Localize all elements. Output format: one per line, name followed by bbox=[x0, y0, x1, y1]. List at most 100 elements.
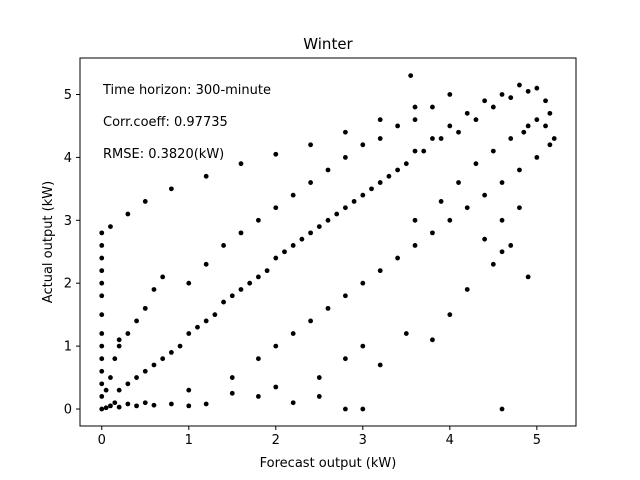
data-point bbox=[551, 136, 557, 141]
x-tick-label: 5 bbox=[533, 433, 541, 448]
data-point bbox=[447, 217, 453, 223]
data-point bbox=[430, 230, 435, 236]
data-points bbox=[99, 73, 557, 412]
data-point bbox=[125, 381, 131, 387]
data-point bbox=[525, 274, 531, 280]
data-point bbox=[99, 293, 105, 299]
data-point bbox=[212, 312, 218, 318]
data-point bbox=[308, 180, 313, 185]
data-point bbox=[334, 211, 340, 217]
data-point bbox=[517, 82, 522, 88]
data-point bbox=[221, 299, 226, 305]
data-point bbox=[464, 110, 470, 116]
data-point bbox=[316, 224, 322, 229]
data-point bbox=[316, 375, 322, 380]
data-point bbox=[464, 205, 470, 211]
x-axis-ticks: 0 1 2 3 4 5 bbox=[98, 426, 541, 448]
y-tick-label: 2 bbox=[64, 277, 72, 292]
data-point bbox=[186, 403, 192, 409]
data-point bbox=[343, 293, 348, 299]
data-point bbox=[238, 161, 244, 167]
data-point bbox=[447, 92, 453, 97]
data-point bbox=[229, 293, 235, 299]
data-point bbox=[229, 390, 235, 396]
data-point bbox=[499, 406, 505, 412]
data-point bbox=[308, 230, 313, 236]
data-point bbox=[490, 148, 496, 154]
data-point bbox=[290, 331, 296, 336]
data-point bbox=[99, 406, 105, 412]
data-point bbox=[377, 117, 383, 123]
data-point bbox=[547, 142, 553, 148]
data-point bbox=[203, 261, 209, 267]
data-point bbox=[151, 402, 157, 408]
data-point bbox=[490, 104, 496, 110]
data-point bbox=[134, 403, 139, 409]
data-point bbox=[395, 167, 401, 173]
data-point bbox=[456, 180, 461, 185]
data-point bbox=[343, 406, 348, 412]
data-point bbox=[482, 236, 488, 242]
data-point bbox=[534, 117, 540, 123]
data-point bbox=[377, 362, 383, 368]
data-point bbox=[273, 255, 279, 261]
data-point bbox=[421, 148, 427, 154]
data-point bbox=[377, 268, 383, 274]
data-point bbox=[168, 401, 174, 407]
data-point bbox=[142, 199, 148, 204]
data-point bbox=[395, 123, 401, 129]
data-point bbox=[108, 403, 113, 409]
data-point bbox=[499, 92, 505, 97]
data-point bbox=[134, 318, 139, 324]
data-point bbox=[186, 331, 192, 336]
data-point bbox=[482, 98, 488, 104]
data-point bbox=[408, 73, 414, 79]
data-point bbox=[99, 368, 105, 374]
data-point bbox=[125, 211, 131, 217]
data-point bbox=[534, 154, 540, 160]
data-point bbox=[273, 151, 279, 157]
data-point bbox=[229, 375, 235, 380]
data-point bbox=[103, 387, 109, 393]
data-point bbox=[343, 356, 348, 362]
data-point bbox=[534, 85, 540, 91]
data-point bbox=[343, 205, 348, 211]
data-point bbox=[360, 142, 366, 148]
data-point bbox=[412, 243, 418, 248]
data-point bbox=[112, 356, 118, 362]
data-point bbox=[203, 318, 209, 324]
data-point bbox=[438, 199, 444, 204]
data-point bbox=[99, 343, 105, 349]
data-point bbox=[255, 274, 261, 280]
data-point bbox=[447, 312, 453, 318]
data-point bbox=[473, 117, 479, 123]
y-axis-label: Actual output (kW) bbox=[41, 181, 56, 303]
data-point bbox=[290, 400, 296, 406]
data-point bbox=[456, 129, 461, 135]
data-point bbox=[151, 287, 157, 292]
chart-title: Winter bbox=[303, 35, 353, 53]
data-point bbox=[360, 406, 366, 412]
data-point bbox=[508, 136, 514, 141]
data-point bbox=[238, 287, 244, 292]
data-point bbox=[360, 192, 366, 198]
data-point bbox=[386, 173, 392, 179]
data-point bbox=[99, 331, 105, 336]
data-point bbox=[273, 343, 279, 349]
data-point bbox=[99, 280, 105, 286]
data-point bbox=[290, 243, 296, 248]
data-point bbox=[290, 192, 296, 198]
data-point bbox=[108, 375, 113, 380]
data-point bbox=[177, 343, 183, 349]
x-tick-label: 1 bbox=[185, 433, 193, 448]
data-point bbox=[430, 337, 435, 343]
data-point bbox=[473, 161, 479, 167]
data-point bbox=[125, 401, 131, 407]
data-point bbox=[116, 337, 122, 343]
data-point bbox=[464, 287, 470, 292]
data-point bbox=[282, 249, 287, 255]
data-point bbox=[447, 123, 453, 129]
data-point bbox=[134, 375, 139, 380]
data-point bbox=[299, 236, 305, 242]
plot-frame bbox=[79, 57, 577, 427]
